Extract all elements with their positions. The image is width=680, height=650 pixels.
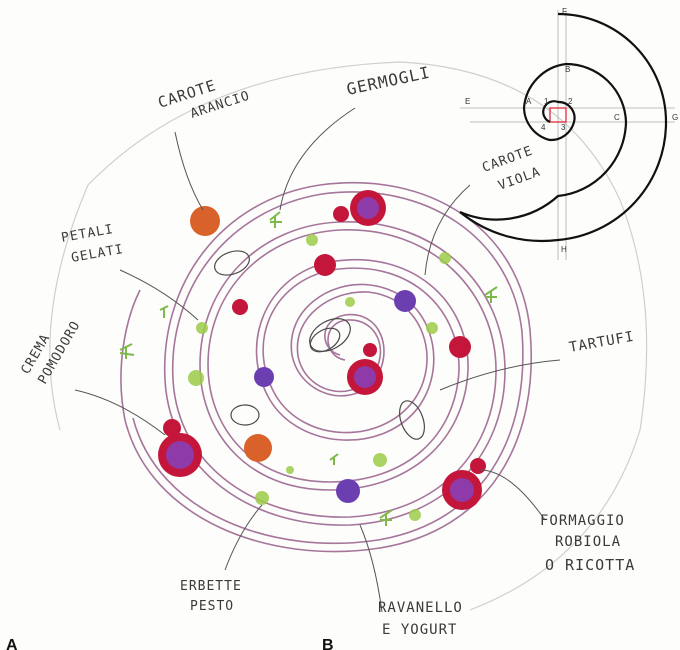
label-petali: GELATI	[70, 242, 125, 266]
green-dots	[188, 234, 451, 521]
purple-carrot	[254, 367, 274, 387]
center-square	[549, 107, 567, 123]
label-erbette: ERBETTE	[180, 579, 242, 594]
point-C: C	[614, 113, 620, 122]
green-dot	[306, 234, 318, 246]
leader-lines	[74, 107, 561, 613]
purple-carrot	[394, 290, 416, 312]
point-A: A	[526, 97, 532, 106]
green-dot	[345, 297, 355, 307]
pencil-scribbles	[214, 250, 425, 440]
green-dot	[188, 370, 204, 386]
tomato-dollop	[470, 458, 486, 474]
orange-carrot	[190, 206, 220, 236]
purple-carrot	[336, 479, 360, 503]
point-2: 2	[568, 97, 573, 106]
geometric-spiral-diagram: F B E A 1 2 4 3 C G H	[459, 7, 678, 260]
spiral-curve	[459, 62, 628, 221]
point-F: F	[562, 7, 567, 16]
label-formaggio: FORMAGGIO	[540, 513, 625, 529]
point-E: E	[465, 97, 470, 106]
label-pesto: PESTO	[190, 599, 234, 614]
panel-label-a: A	[6, 637, 18, 650]
tomato-dollop	[333, 206, 349, 222]
tomato-dollops	[158, 190, 486, 510]
label-petali: PETALI	[60, 222, 115, 246]
point-H: H	[561, 245, 567, 254]
point-1: 1	[544, 97, 549, 106]
green-dot	[409, 509, 421, 521]
tomato-dollop	[363, 343, 377, 357]
orange-carrot	[244, 434, 272, 462]
point-G: G	[672, 113, 678, 122]
label-ravanello: RAVANELLO	[378, 600, 463, 616]
label-formaggio: ROBIOLA	[555, 534, 621, 550]
green-dot	[439, 252, 451, 264]
green-dot	[196, 322, 208, 334]
label-germogli: GERMOGLI	[345, 63, 432, 99]
orange-carrots	[190, 206, 272, 462]
green-dot	[426, 322, 438, 334]
green-dot	[255, 491, 269, 505]
purple-carrots	[254, 290, 416, 503]
point-4: 4	[541, 123, 546, 132]
point-3: 3	[561, 123, 566, 132]
panel-label-b: B	[322, 637, 334, 650]
point-B: B	[565, 65, 570, 74]
plate-rim	[49, 61, 648, 611]
label-ravanello: E YOGURT	[382, 622, 457, 638]
tomato-dollop	[449, 336, 471, 358]
label-tartufi: TARTUFI	[568, 329, 636, 356]
tomato-dollop	[232, 299, 248, 315]
tomato-dollop	[163, 419, 181, 437]
main-spiral	[120, 181, 532, 553]
green-dot	[286, 466, 294, 474]
green-dot	[373, 453, 387, 467]
label-formaggio: O RICOTTA	[545, 556, 635, 574]
tomato-dollop	[314, 254, 336, 276]
sprouts	[119, 211, 498, 526]
